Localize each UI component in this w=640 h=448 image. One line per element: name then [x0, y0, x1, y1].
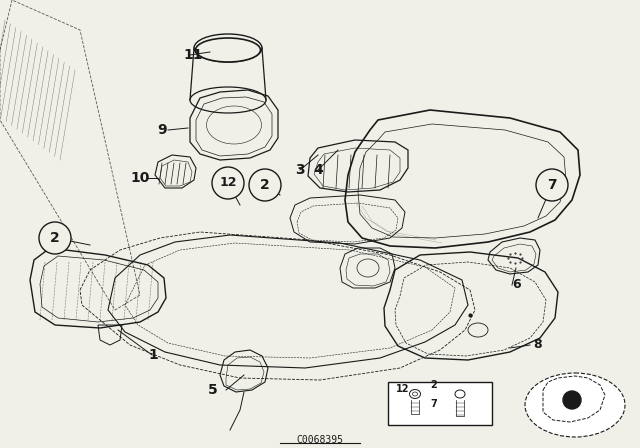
- Text: 3: 3: [295, 163, 305, 177]
- Text: 5: 5: [208, 383, 218, 397]
- Text: 2: 2: [260, 178, 270, 192]
- Text: 12: 12: [396, 384, 410, 394]
- Circle shape: [249, 169, 281, 201]
- Circle shape: [212, 167, 244, 199]
- Text: 8: 8: [533, 339, 541, 352]
- Text: 2: 2: [430, 380, 436, 390]
- Text: 9: 9: [157, 123, 167, 137]
- Text: 10: 10: [131, 171, 150, 185]
- Text: 4: 4: [313, 163, 323, 177]
- Text: 2: 2: [50, 231, 60, 245]
- Circle shape: [563, 391, 581, 409]
- Circle shape: [39, 222, 71, 254]
- Circle shape: [536, 169, 568, 201]
- Text: 6: 6: [512, 279, 520, 292]
- Ellipse shape: [525, 373, 625, 437]
- FancyBboxPatch shape: [388, 382, 492, 425]
- Text: C0068395: C0068395: [296, 435, 344, 445]
- Text: 7: 7: [547, 178, 557, 192]
- Text: 1: 1: [148, 348, 158, 362]
- Text: 12: 12: [220, 177, 237, 190]
- Text: 11: 11: [183, 48, 203, 62]
- Ellipse shape: [195, 38, 260, 62]
- Text: 7: 7: [430, 399, 436, 409]
